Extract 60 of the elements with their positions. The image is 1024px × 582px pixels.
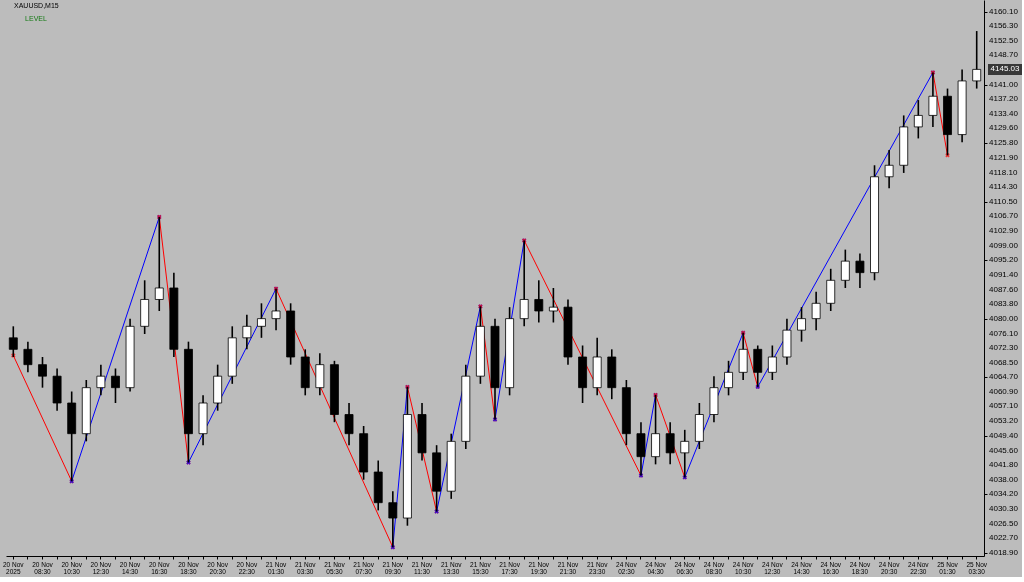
candlestick: [811, 291, 821, 331]
y-tick-label: 4095.20: [989, 255, 1019, 265]
y-tick-label: 4148.70: [989, 50, 1019, 60]
y-tick-label: 4018.90: [989, 547, 1019, 557]
y-tick-label: 4041.80: [989, 460, 1019, 470]
candlestick: [315, 352, 325, 397]
y-tick-label: 4034.20: [989, 489, 1019, 499]
text: 4145.03: [990, 64, 1021, 74]
y-tick-label: 4080.00: [989, 313, 1019, 323]
y-tick-label: 4152.50: [989, 35, 1019, 45]
candlestick: [96, 363, 106, 397]
y-tick-label: 4102.90: [989, 225, 1019, 235]
candlestick: [797, 306, 806, 343]
candlestick: [884, 149, 894, 190]
candlestick: [724, 360, 733, 397]
y-tick-label: 4156.30: [989, 21, 1019, 31]
y-tick-label: 4160.10: [989, 6, 1019, 16]
y-tick-label: 4076.10: [989, 328, 1019, 338]
candlestick: [855, 252, 865, 289]
candlestick: [111, 367, 120, 404]
y-tick-label: 4083.80: [989, 299, 1019, 309]
y-tick-label: 4099.00: [989, 240, 1019, 250]
candlestick: [534, 279, 544, 324]
y-tick-label: 4053.20: [989, 416, 1019, 426]
y-tick-label: 4038.00: [989, 474, 1019, 484]
candlestick: [23, 340, 33, 374]
candlestick: [826, 268, 836, 312]
candlestick: [972, 30, 982, 90]
y-tick-label: 4087.60: [989, 284, 1019, 294]
y-tick-label: 4114.30: [989, 182, 1018, 192]
y-tick-label: 4068.50: [989, 357, 1019, 367]
y-tick-label: 4091.40: [989, 269, 1019, 279]
y-tick-label: 4022.70: [989, 533, 1019, 543]
y-tick-label: 4045.60: [989, 445, 1019, 455]
y-tick-label: 4049.40: [989, 430, 1019, 440]
y-tick-label: 4057.10: [989, 401, 1019, 411]
candlestick: [257, 302, 266, 339]
y-tick-label: 4030.30: [989, 504, 1019, 514]
y-tick-label: 4072.30: [989, 343, 1019, 353]
candlestick: [38, 356, 47, 389]
y-tick-label: 4141.00: [989, 79, 1019, 89]
y-tick-label: 4026.50: [989, 518, 1019, 528]
candlestick: [665, 421, 675, 466]
y-tick-label: 4106.70: [989, 211, 1019, 221]
y-tick-label: 4133.40: [989, 108, 1019, 118]
y-tick-label: 4064.70: [989, 372, 1019, 382]
y-tick-label: 4060.90: [989, 386, 1019, 396]
y-tick-label: 4125.80: [989, 138, 1019, 148]
candlestick: [242, 314, 252, 351]
candlestick: [767, 344, 777, 381]
point: [945, 153, 950, 158]
candlestick: [548, 287, 558, 324]
candlestick: [344, 402, 354, 446]
y-tick-label: 4129.60: [989, 123, 1019, 133]
y-tick-label: 4110.50: [989, 196, 1018, 206]
candlestick: [913, 99, 923, 140]
y-tick-label: 4121.90: [989, 152, 1019, 162]
y-tick-label: 4118.10: [989, 167, 1018, 177]
candlestick: [840, 248, 850, 289]
y-tick-label: 4137.20: [989, 94, 1019, 104]
